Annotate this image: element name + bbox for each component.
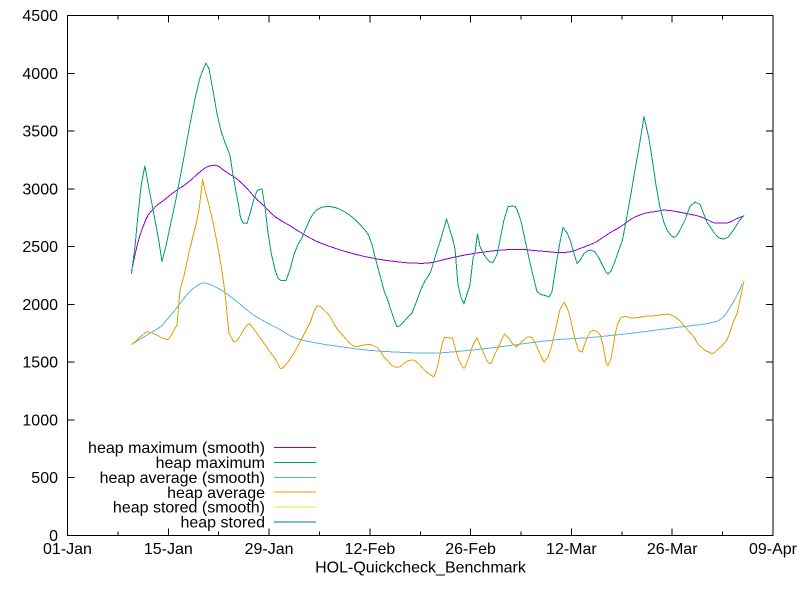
svg-text:1000: 1000 bbox=[22, 412, 58, 429]
svg-text:12-Feb: 12-Feb bbox=[345, 541, 396, 558]
svg-text:heap maximum: heap maximum bbox=[156, 455, 265, 472]
svg-text:0: 0 bbox=[49, 528, 58, 545]
svg-text:heap average: heap average bbox=[167, 485, 265, 502]
svg-text:1500: 1500 bbox=[22, 355, 58, 372]
svg-text:heap stored (smooth): heap stored (smooth) bbox=[113, 500, 265, 517]
svg-text:29-Jan: 29-Jan bbox=[245, 541, 294, 558]
svg-text:3500: 3500 bbox=[22, 124, 58, 141]
svg-text:2000: 2000 bbox=[22, 297, 58, 314]
svg-text:12-Mar: 12-Mar bbox=[546, 541, 597, 558]
svg-text:09-Apr: 09-Apr bbox=[749, 541, 798, 558]
svg-text:HOL-Quickcheck_Benchmark: HOL-Quickcheck_Benchmark bbox=[315, 560, 527, 577]
svg-text:heap average (smooth): heap average (smooth) bbox=[100, 470, 265, 487]
svg-text:26-Mar: 26-Mar bbox=[647, 541, 698, 558]
svg-text:heap stored: heap stored bbox=[180, 515, 265, 532]
svg-text:2500: 2500 bbox=[22, 239, 58, 256]
svg-text:3000: 3000 bbox=[22, 181, 58, 198]
svg-text:26-Feb: 26-Feb bbox=[445, 541, 496, 558]
svg-text:500: 500 bbox=[31, 470, 58, 487]
svg-text:heap maximum (smooth): heap maximum (smooth) bbox=[88, 440, 265, 457]
svg-text:15-Jan: 15-Jan bbox=[144, 541, 193, 558]
svg-text:4000: 4000 bbox=[22, 66, 58, 83]
svg-text:4500: 4500 bbox=[22, 8, 58, 25]
svg-text:01-Jan: 01-Jan bbox=[43, 541, 92, 558]
